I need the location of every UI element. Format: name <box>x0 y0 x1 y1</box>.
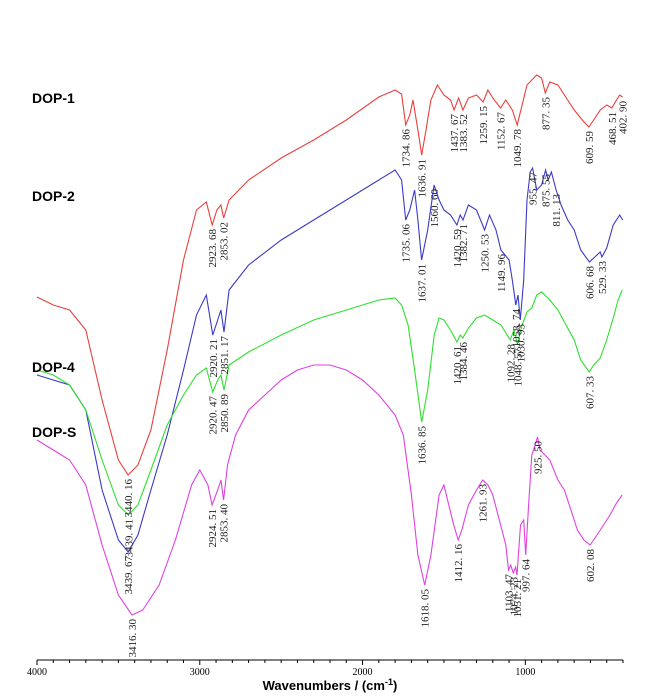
peak-label: 1049. 78 <box>512 129 524 168</box>
peak-label: 1048. 57 <box>512 348 524 387</box>
series-line-dop-1 <box>36 74 623 476</box>
peak-label: 875. 55 <box>541 174 553 208</box>
peak-label: 1058. 74 <box>511 309 523 348</box>
peak-label: 2853. 40 <box>219 504 231 543</box>
x-tick-label: 1000 <box>515 667 535 678</box>
peak-label: 1382. 71 <box>458 224 470 263</box>
peak-label: 1637. 01 <box>417 264 429 303</box>
peak-label: 607. 33 <box>584 376 596 410</box>
peak-label: 2920. 47 <box>208 396 220 435</box>
x-tick-label: 4000 <box>27 667 47 678</box>
peak-label: 2920. 21 <box>208 339 220 378</box>
peak-label: 1074. 23 <box>508 577 520 616</box>
peak-label: 1261. 93 <box>478 484 490 523</box>
peak-label: 1560. 60 <box>429 189 441 228</box>
peak-label: 1735. 06 <box>401 224 413 263</box>
peak-label: 2853. 02 <box>219 222 231 261</box>
peak-label: 1618. 05 <box>420 589 432 628</box>
series-name-dop-2: DOP-2 <box>32 188 75 204</box>
peak-label: 3416. 30 <box>127 619 139 658</box>
series-name-dop-1: DOP-1 <box>32 90 75 106</box>
peak-label: 1152. 67 <box>496 112 508 151</box>
peak-label: 2924. 51 <box>207 509 219 548</box>
peak-label: 925. 50 <box>533 441 545 475</box>
peak-label: 1259. 15 <box>478 106 490 145</box>
series-layer <box>36 74 624 616</box>
peak-label: 1250. 53 <box>480 234 492 273</box>
peak-label: 1636. 91 <box>417 159 429 198</box>
peak-label: 1384. 46 <box>458 342 470 381</box>
peak-label: 1383. 52 <box>458 114 470 153</box>
x-tick-label: 2000 <box>353 667 373 678</box>
peak-label: 1051. 21 <box>512 579 524 618</box>
peak-label: 602. 08 <box>585 549 597 583</box>
peak-label: 3439. 67 <box>123 556 135 595</box>
peak-label: 1420. 59 <box>452 229 464 268</box>
x-axis: 4000 3000 2000 1000 <box>27 659 624 678</box>
x-axis-title: Wavenumbers / (cm-1) <box>263 677 398 693</box>
series-name-layer: DOP-1 DOP-2 DOP-4 DOP-S <box>32 90 76 440</box>
peak-label: 1420. 61 <box>452 346 464 385</box>
peak-label: 609. 59 <box>584 131 596 165</box>
peak-label: 955. 47 <box>528 172 540 206</box>
x-tick-label: 3000 <box>190 667 210 678</box>
peak-label: 2923. 68 <box>207 229 219 268</box>
peak-label: 606. 68 <box>584 266 596 300</box>
series-line-dop-4 <box>36 289 623 516</box>
peak-label: 1030. 93 <box>515 324 527 363</box>
peak-label: 529. 33 <box>597 261 609 295</box>
series-line-dop-2 <box>36 166 624 553</box>
peak-label: 1734. 86 <box>401 129 413 168</box>
peak-label: 811. 13 <box>551 194 563 227</box>
peak-label: 1092. 28 <box>505 344 517 383</box>
peak-label: 1636. 85 <box>417 426 429 465</box>
peak-label: 877. 35 <box>540 97 552 131</box>
series-name-dop-4: DOP-4 <box>32 359 75 375</box>
peak-label-layer: 3440. 16 2923. 68 2853. 02 1734. 86 1636. 91… <box>123 97 629 658</box>
peak-label: 3440. 16 <box>123 479 135 518</box>
peak-label: 3439. 41 <box>123 519 135 558</box>
series-name-dop-s: DOP-S <box>32 424 76 440</box>
peak-label: 2850. 89 <box>219 394 231 433</box>
peak-label: 997. 64 <box>521 559 533 593</box>
series-line-dop-s <box>36 364 623 616</box>
peak-label: 1412. 16 <box>453 544 465 583</box>
peak-label: 1103. 47 <box>504 574 516 613</box>
peak-label: 1437. 67 <box>449 114 461 153</box>
peak-label: 1149. 96 <box>496 254 508 293</box>
peak-label: 402. 90 <box>618 101 630 135</box>
peak-label: 468. 51 <box>607 112 619 145</box>
peak-label: 2851. 17 <box>219 336 231 375</box>
